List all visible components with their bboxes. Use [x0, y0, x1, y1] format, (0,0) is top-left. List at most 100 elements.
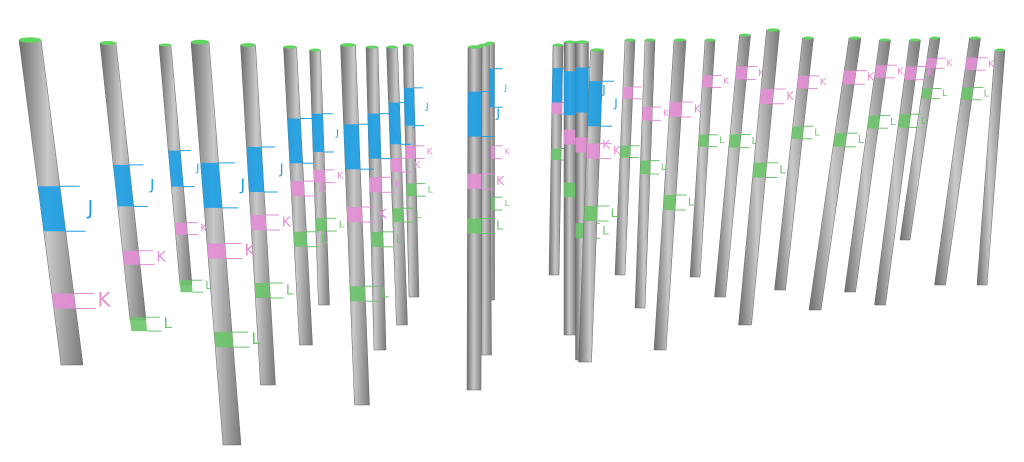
well-cap: [590, 48, 604, 52]
well-cap: [645, 38, 655, 42]
well-cap: [100, 41, 116, 45]
marker-band: [752, 162, 767, 178]
well-cap: [625, 38, 635, 42]
marker-band: [897, 114, 911, 128]
marker-label: K: [505, 147, 511, 157]
well-cap: [766, 28, 780, 32]
marker-band: [467, 91, 482, 137]
marker-band: [620, 145, 631, 158]
marker-band: [367, 113, 381, 159]
marker-band: [551, 102, 562, 114]
marker-band: [925, 58, 937, 69]
marker-label: L: [381, 286, 389, 302]
marker-label: K: [758, 68, 765, 79]
marker-label: L: [858, 133, 864, 146]
well-cap: [403, 43, 413, 47]
marker-band: [246, 147, 265, 192]
marker-band: [254, 283, 271, 298]
marker-band: [51, 293, 76, 309]
marker-band: [564, 129, 576, 145]
marker-band: [214, 332, 234, 348]
marker-label: K: [200, 222, 208, 235]
well-cap: [340, 43, 356, 47]
well-cap: [478, 43, 490, 47]
marker-label: L: [416, 210, 422, 221]
marker-band: [842, 70, 857, 85]
marker-band: [964, 57, 978, 71]
marker-label: J: [315, 133, 319, 147]
well-cap: [366, 45, 378, 49]
marker-band: [369, 177, 382, 193]
marker-label: K: [156, 250, 166, 266]
marker-band: [642, 107, 653, 121]
well-cylinder: [340, 44, 370, 406]
marker-band: [388, 102, 401, 145]
marker-label: J: [149, 178, 154, 194]
marker-label: K: [378, 207, 388, 223]
marker-band: [168, 150, 184, 187]
marker-label: J: [504, 82, 507, 92]
marker-band: [551, 148, 562, 160]
marker-band: [346, 207, 363, 222]
marker-band: [663, 195, 676, 210]
marker-label: K: [97, 289, 111, 312]
marker-band: [759, 89, 774, 104]
marker-band: [174, 222, 188, 235]
well-cap: [19, 37, 41, 43]
marker-label: K: [496, 173, 505, 188]
marker-label: J: [375, 139, 380, 155]
marker-label: K: [927, 68, 934, 79]
marker-band: [370, 231, 384, 247]
marker-band: [640, 160, 651, 174]
marker-label: K: [337, 171, 344, 182]
marker-label: L: [286, 283, 294, 299]
marker-label: L: [205, 279, 211, 292]
marker-label: J: [335, 128, 339, 139]
marker-band: [207, 243, 227, 259]
well-cap: [575, 40, 589, 44]
marker-label: J: [613, 96, 617, 110]
well-cap: [674, 38, 686, 42]
marker-band: [392, 208, 404, 223]
well-cylinder: [934, 37, 981, 286]
marker-band: [564, 182, 576, 198]
well-cap: [191, 39, 209, 45]
marker-label: K: [947, 59, 954, 69]
marker-label: L: [321, 232, 328, 246]
marker-band: [467, 173, 482, 189]
marker-label: K: [663, 109, 670, 119]
marker-band: [250, 215, 267, 230]
marker-label: L: [396, 232, 402, 245]
marker-band: [564, 71, 576, 116]
well-cap: [995, 48, 1005, 52]
marker-band: [113, 164, 134, 207]
well-cap: [849, 36, 861, 40]
marker-label: L: [984, 89, 990, 100]
well-cap: [705, 38, 715, 42]
well-cap: [485, 41, 495, 45]
marker-band: [552, 68, 563, 103]
marker-label: J: [239, 175, 245, 194]
marker-label: K: [820, 77, 827, 88]
marker-label: K: [414, 160, 421, 171]
marker-label: L: [814, 128, 820, 139]
well-cap: [283, 45, 297, 49]
marker-band: [313, 169, 326, 183]
marker-band: [37, 186, 66, 232]
marker-band: [960, 87, 974, 100]
well-cap: [309, 48, 321, 52]
marker-label: J: [425, 102, 429, 112]
marker-label: J: [393, 129, 397, 142]
marker-label: L: [496, 218, 503, 233]
marker-band: [586, 143, 600, 159]
well-cap: [739, 33, 751, 37]
marker-label: K: [723, 77, 730, 87]
marker-band: [867, 115, 880, 129]
marker-label: J: [195, 162, 199, 175]
marker-label: L: [921, 116, 927, 127]
marker-band: [122, 250, 140, 265]
marker-band: [904, 66, 917, 80]
marker-band: [791, 126, 804, 139]
marker-band: [702, 75, 713, 88]
marker-band: [390, 158, 402, 173]
